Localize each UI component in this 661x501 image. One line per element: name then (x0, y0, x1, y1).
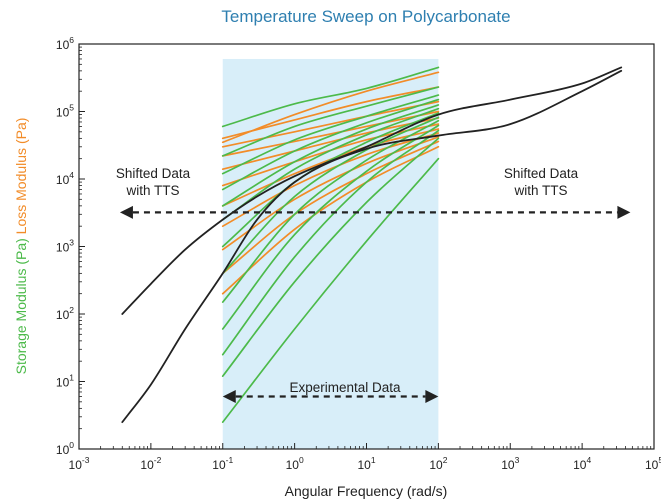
loss-curve-21 (221, 100, 440, 148)
experimental-range-arrow (222, 389, 439, 403)
experimental-data-label: Experimental Data (289, 380, 401, 395)
storage-curve-1 (221, 137, 440, 378)
loss-curve-14 (221, 140, 440, 275)
y-tick-label: 103 (56, 238, 74, 255)
storage-curve-10 (221, 94, 440, 175)
storage-curve-12 (221, 66, 440, 128)
y-tick-label: 100 (56, 440, 74, 457)
storage-curve-2 (221, 129, 440, 356)
loss-curve-20 (221, 110, 440, 157)
storage-curve-7 (221, 107, 440, 221)
x-tick-label: 101 (357, 455, 375, 472)
loss-curve-15 (221, 136, 440, 251)
tts-shift-arrow (119, 205, 631, 219)
x-tick-label: 100 (286, 455, 304, 472)
data-curves (121, 66, 623, 424)
x-tick-label: 103 (501, 455, 519, 472)
loss-curve-23 (221, 71, 440, 144)
storage-curve-0 (221, 157, 440, 423)
shifted-data-label-left: Shifted Data with TTS (116, 166, 191, 198)
loss-curve-16 (221, 132, 440, 228)
shifted-data-label-right: Shifted Data with TTS (504, 166, 579, 198)
storage-curve-8 (221, 104, 440, 207)
storage-curve-4 (221, 119, 440, 303)
y-axis-label-part: Storage Modulus (Pa) (13, 238, 29, 374)
tts-shift-arrow-head-left (119, 205, 133, 219)
experimental-range-arrow-head-left (222, 389, 236, 403)
x-tick-label: 10-3 (69, 455, 90, 472)
master-curve-25 (121, 66, 623, 315)
loss-curve-19 (221, 117, 440, 170)
y-axis-label-part: Loss Modulus (Pa) (13, 118, 29, 235)
x-tick-label: 10-2 (140, 455, 161, 472)
x-tick-label: 105 (645, 455, 661, 472)
chart-title: Temperature Sweep on Polycarbonate (221, 7, 510, 26)
storage-curve-9 (221, 98, 440, 191)
x-axis-label: Angular Frequency (rad/s) (285, 483, 448, 499)
loss-curve-22 (221, 86, 440, 140)
x-tick-label: 104 (573, 455, 591, 472)
annotations: Shifted Data with TTS Shifted Data with TTS… (116, 166, 631, 403)
y-tick-label: 104 (56, 170, 74, 187)
y-tick-label: 102 (56, 305, 74, 322)
y-tick-label: 105 (56, 103, 74, 120)
storage-curve-11 (221, 86, 440, 157)
master-curve-24 (121, 69, 623, 424)
axis-ticks: 10-3 10-2 10-1 100 101 102 103 104 105 100 101 102 1… (56, 35, 661, 472)
storage-curve-3 (221, 124, 440, 330)
storage-curve-5 (221, 116, 440, 275)
tts-shift-arrow-head-right (617, 205, 631, 219)
loss-curve-13 (221, 145, 440, 295)
x-tick-label: 102 (429, 455, 447, 472)
y-tick-label: 106 (56, 35, 74, 52)
x-tick-label: 10-1 (212, 455, 233, 472)
y-tick-label: 101 (56, 373, 74, 390)
experimental-range-arrow-head-right (425, 389, 439, 403)
y-axis-label: Storage Modulus (Pa) Loss Modulus (Pa) (13, 118, 29, 375)
